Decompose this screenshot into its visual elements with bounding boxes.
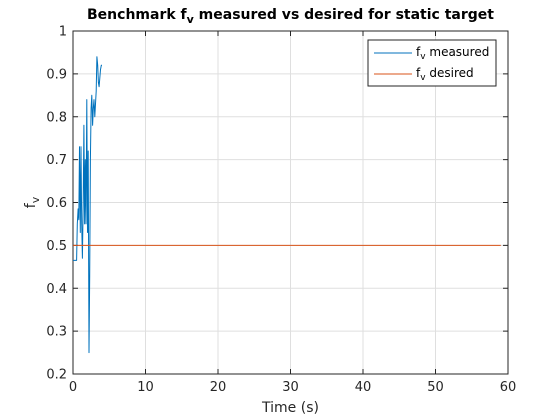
y-tick-label: 0.3 [46,325,67,340]
title-subscript: v [187,13,195,26]
y-axis-label-main: f [23,202,39,208]
y-tick-label: 0.5 [46,239,67,254]
chart-title: Benchmark fv measured vs desired for sta… [87,7,494,26]
legend-entry-desired: fv desired [416,66,474,83]
axis-ticks: 0 10 20 30 40 50 60 0.2 0.3 0.4 0.5 0.6 0.7 0.8 0.9 1 [46,25,516,396]
y-tick-label: 0.2 [46,368,67,383]
y-tick-label: 0.4 [46,282,67,297]
y-tick-label: 1 [59,25,67,40]
legend-entry-measured: fv measured [416,45,489,62]
y-tick-label: 0.9 [46,67,67,82]
series-line-measured [73,56,102,354]
y-tick-label: 0.7 [46,153,67,168]
x-tick-label: 0 [69,380,77,395]
legend-box [367,39,497,87]
y-tick-label: 0.6 [46,196,67,211]
x-tick-label: 20 [210,380,227,395]
x-tick-label: 60 [500,380,517,395]
title-suffix: measured vs desired for static target [194,7,494,23]
y-axis-label: fv [23,196,42,208]
series-layer [73,56,501,354]
x-tick-label: 10 [137,380,154,395]
svg-text:fv: fv [23,196,42,208]
x-tick-label: 30 [282,380,299,395]
x-tick-label: 40 [355,380,372,395]
x-tick-label: 50 [427,380,444,395]
legend: fv measured fv desired [367,39,497,87]
x-axis-label: Time (s) [261,400,319,416]
y-axis-label-subscript: v [29,196,42,203]
title-prefix: Benchmark f [87,7,188,23]
y-tick-label: 0.8 [46,110,67,125]
